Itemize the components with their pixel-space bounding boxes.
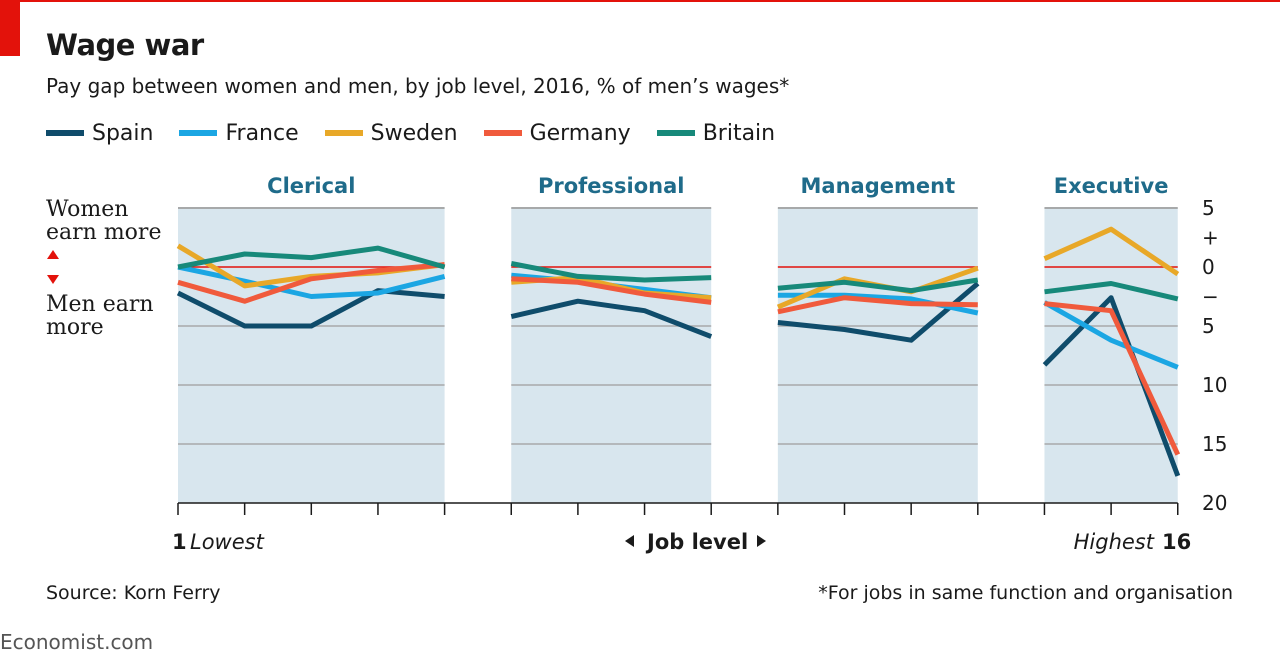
panel-title-clerical: Clerical xyxy=(267,174,355,198)
line-france-executive xyxy=(1043,300,1179,370)
men-earn-more-label-1: Men earn xyxy=(46,292,154,317)
line-france-clerical xyxy=(177,264,446,299)
right-triangle-icon xyxy=(757,535,766,547)
x-axis-last-label: Highest xyxy=(1074,530,1155,554)
source-note: Source: Korn Ferry xyxy=(46,582,221,604)
x-axis-center-label: Job level xyxy=(645,530,748,554)
series-britain xyxy=(177,245,1179,302)
line-britain-management xyxy=(777,277,979,294)
y-tick-label: 5 xyxy=(1202,314,1215,338)
legend-item-spain: Spain xyxy=(46,121,153,146)
y-tick-label: − xyxy=(1202,285,1219,309)
series-lines xyxy=(176,226,1181,477)
line-spain-professional xyxy=(510,298,713,339)
women-earn-more-label-1: Women xyxy=(46,197,128,222)
x-axis-first-number: 1 xyxy=(172,530,187,554)
line-spain-executive xyxy=(1042,295,1181,477)
panel-clerical xyxy=(178,208,445,503)
line-germany-clerical xyxy=(177,262,445,304)
line-sweden-executive xyxy=(1043,226,1180,277)
legend-swatch xyxy=(656,130,695,136)
y-tick-label: + xyxy=(1202,226,1219,250)
men-earn-more-label-2: more xyxy=(46,315,104,340)
y-tick-label: 10 xyxy=(1202,373,1227,397)
y-tick-label: 0 xyxy=(1202,255,1215,279)
line-britain-clerical xyxy=(177,245,446,270)
legend-label: Britain xyxy=(702,120,776,146)
panel-management xyxy=(777,208,978,503)
y-tick-label: 20 xyxy=(1202,491,1227,515)
top-rule xyxy=(0,0,1280,2)
legend-swatch xyxy=(324,130,363,136)
legend-label: Spain xyxy=(92,120,154,146)
legend-item-france: France xyxy=(179,120,299,146)
legend-label: France xyxy=(225,120,299,146)
legend-item-britain: Britain xyxy=(656,120,776,146)
legend-swatch xyxy=(46,130,84,136)
chart-subtitle: Pay gap between women and men, by job le… xyxy=(46,74,790,98)
panel-backgrounds xyxy=(178,208,1178,503)
legend: Spain France Sweden Germany Britain xyxy=(46,118,801,148)
legend-label: Sweden xyxy=(370,120,458,146)
brand-tab xyxy=(0,0,20,56)
footnote: *For jobs in same function and organisat… xyxy=(818,582,1233,604)
legend-item-sweden: Sweden xyxy=(324,120,458,146)
panel-professional xyxy=(511,208,712,503)
panel-title-professional: Professional xyxy=(538,174,685,198)
down-arrow-icon xyxy=(47,275,59,284)
legend-item-germany: Germany xyxy=(483,120,631,146)
up-arrow-icon xyxy=(47,250,59,259)
line-germany-management xyxy=(777,295,978,315)
axis-labels: Clerical Professional Management Executive 5… xyxy=(267,174,1227,515)
line-britain-professional xyxy=(510,261,712,283)
line-spain-clerical xyxy=(176,288,445,329)
line-britain-executive xyxy=(1044,281,1179,302)
line-germany-executive xyxy=(1044,301,1181,456)
legend-swatch xyxy=(483,130,522,136)
left-triangle-icon xyxy=(625,535,634,547)
x-axis-last-number: 16 xyxy=(1162,530,1191,554)
legend-swatch xyxy=(179,130,218,136)
legend-label: Germany xyxy=(529,120,631,146)
line-spain-management xyxy=(777,281,980,343)
series-spain xyxy=(176,281,1181,477)
line-germany-professional xyxy=(511,276,712,305)
y-tick-label: 5 xyxy=(1202,196,1215,220)
chart-title: Wage war xyxy=(46,28,204,62)
x-axis-first-label: Lowest xyxy=(190,530,265,554)
y-tick-label: 15 xyxy=(1202,432,1227,456)
panel-title-management: Management xyxy=(801,174,956,198)
women-earn-more-label-2: earn more xyxy=(46,220,161,245)
series-germany xyxy=(177,262,1181,456)
brand-label: Economist.com xyxy=(0,630,154,654)
panel-title-executive: Executive xyxy=(1054,174,1169,198)
